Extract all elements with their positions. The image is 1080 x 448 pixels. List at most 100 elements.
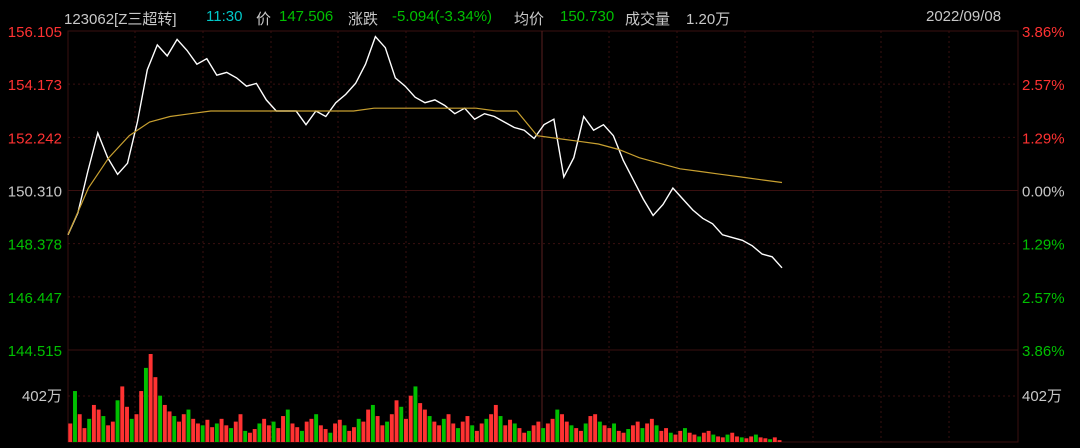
- volume-bar: [82, 428, 87, 442]
- volume-bar: [725, 434, 730, 442]
- volume-bar: [640, 428, 645, 442]
- volume-bar: [763, 438, 768, 442]
- volume-bar: [295, 427, 300, 442]
- volume-bar: [266, 425, 271, 442]
- volume-tick-label: 402万: [22, 388, 62, 405]
- volume-bar: [645, 423, 650, 442]
- volume-bar: [68, 423, 73, 442]
- chart-grid: [67, 30, 1019, 443]
- volume-bar: [437, 425, 442, 442]
- volume-bar: [106, 425, 111, 442]
- volume-bar: [333, 423, 338, 442]
- volume-bar: [772, 437, 777, 442]
- volume-bar: [427, 416, 432, 442]
- volume-bar: [143, 367, 148, 442]
- volume-bar: [555, 409, 560, 442]
- volume-bar: [560, 414, 564, 442]
- volume-bar: [470, 425, 475, 442]
- volume-bar: [309, 418, 314, 442]
- volume-bar: [678, 430, 683, 442]
- volume-bar: [432, 421, 437, 442]
- volume-bar: [323, 429, 328, 442]
- volume-bar: [276, 428, 281, 442]
- volume-bar: [517, 428, 522, 442]
- quote-date: 2022/09/08: [926, 8, 1002, 25]
- volume-bar: [399, 406, 404, 442]
- volume-bar: [271, 421, 276, 442]
- volume-bar: [706, 430, 711, 442]
- volume-bar: [692, 434, 697, 442]
- average-price-line: [67, 107, 783, 236]
- volume-bar: [186, 409, 191, 442]
- volume-bar: [683, 428, 687, 442]
- volume-bar: [181, 414, 186, 442]
- volume-label: 成交量: [625, 11, 671, 28]
- y-tick-label-right: 3.86%: [1022, 24, 1065, 41]
- volume-bar: [214, 423, 219, 442]
- volume-bar: [337, 419, 342, 442]
- volume-bar: [744, 438, 749, 442]
- volume-bar: [418, 403, 423, 442]
- volume-bar: [328, 432, 333, 442]
- volume-bar: [777, 440, 782, 442]
- price-value: 147.506: [279, 8, 334, 25]
- volume-bar: [413, 386, 418, 442]
- volume-bar: [545, 423, 550, 442]
- volume-bar: [626, 429, 631, 442]
- volume-bar: [593, 414, 598, 442]
- axis-labels: 156.105 3.86% 154.173 2.57% 152.242 1.29% 150.…: [8, 24, 1065, 405]
- volume-bar: [498, 416, 503, 442]
- quote-header: 123062[Z三超转] 11:30 价 147.506 涨跌 -5.094(-…: [0, 0, 1080, 32]
- volume-bar: [224, 425, 229, 442]
- volume-bar: [366, 409, 371, 442]
- volume-value: 1.20万: [686, 11, 731, 28]
- volume-bar: [489, 414, 494, 442]
- volume-bar: [574, 428, 579, 442]
- volume-bar: [493, 404, 498, 442]
- volume-bar: [659, 430, 664, 442]
- volume-bar: [380, 425, 385, 442]
- volume-bar: [110, 421, 115, 442]
- volume-bar: [456, 428, 460, 442]
- volume-bar: [125, 406, 129, 442]
- volume-bar: [285, 409, 290, 442]
- volume-bar: [716, 436, 721, 442]
- volume-bar: [522, 432, 527, 442]
- volume-bar: [243, 430, 248, 442]
- volume-bar: [177, 421, 181, 442]
- y-tick-label-right: 2.57%: [1022, 77, 1065, 94]
- volume-bar: [602, 425, 607, 442]
- volume-bar: [148, 354, 153, 442]
- volume-bar: [219, 418, 224, 442]
- change-value: -5.094(-3.34%): [392, 8, 493, 25]
- volume-bar: [578, 430, 583, 442]
- y-tick-label-right: 3.86%: [1022, 343, 1065, 360]
- volume-bar: [720, 437, 725, 442]
- volume-bar: [583, 423, 588, 442]
- y-tick-label-right: 1.29%: [1022, 130, 1065, 147]
- volume-bar: [352, 427, 356, 442]
- volume-bar: [711, 434, 716, 442]
- avg-value: 150.730: [560, 8, 615, 25]
- volume-bar: [290, 423, 295, 442]
- volume-bar: [370, 404, 375, 442]
- volume-bar: [630, 425, 635, 442]
- volume-bar: [361, 421, 366, 442]
- volume-bar: [768, 439, 773, 442]
- volume-bar: [649, 418, 654, 442]
- price-line: [67, 35, 783, 269]
- price-label: 价: [256, 11, 272, 28]
- volume-bar: [281, 416, 286, 442]
- volume-bar: [508, 419, 512, 442]
- y-tick-label-right: 1.29%: [1022, 237, 1065, 254]
- volume-bar: [588, 416, 593, 442]
- volume-bar: [460, 421, 465, 442]
- volume-bar: [474, 430, 479, 442]
- volume-bar: [120, 386, 125, 442]
- volume-bar: [697, 436, 702, 442]
- y-tick-label: 156.105: [8, 24, 62, 41]
- volume-bar: [247, 432, 252, 442]
- volume-bar: [451, 423, 456, 442]
- y-tick-label: 150.310: [8, 184, 62, 201]
